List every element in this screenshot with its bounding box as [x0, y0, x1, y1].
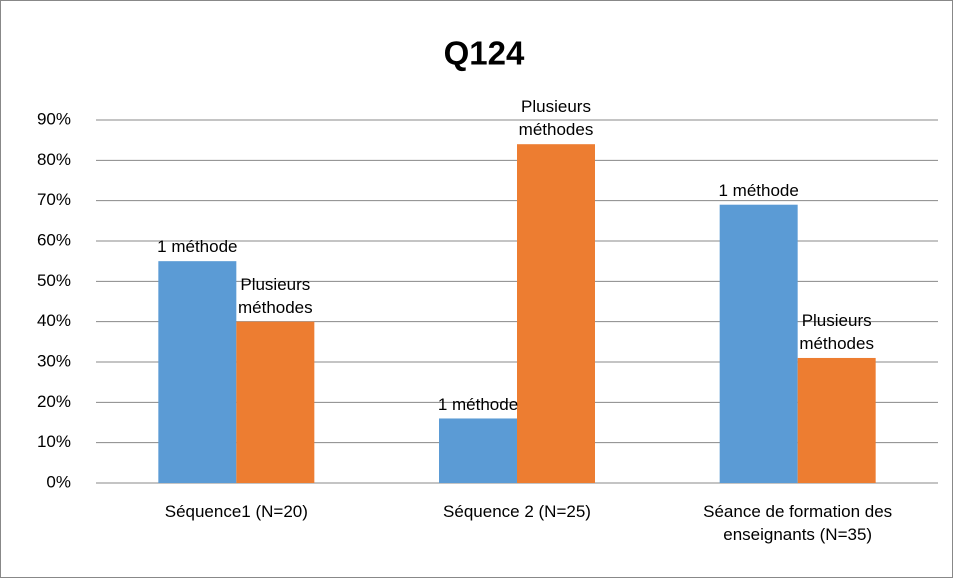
data-label: 1 méthode — [437, 394, 519, 414]
y-tick-label: 90% — [37, 109, 71, 128]
data-label: 1 méthode — [718, 180, 799, 200]
y-tick-label: 30% — [37, 351, 71, 370]
bar — [439, 418, 517, 483]
x-tick-label: Séquence1 (N=20) — [164, 502, 308, 521]
bar — [236, 321, 315, 483]
data-label: 1 méthode — [157, 237, 238, 257]
y-tick-label: 40% — [37, 311, 71, 330]
bar — [719, 204, 798, 483]
bar — [517, 144, 595, 483]
y-tick-label: 10% — [37, 432, 71, 451]
data-label: Plusieurs méthodes — [518, 97, 594, 140]
y-tick-label: 50% — [37, 271, 71, 290]
x-tick-label: Séance de formation des enseignants (N=3… — [703, 502, 893, 544]
y-tick-label: 80% — [37, 150, 71, 169]
data-label: Plusieurs méthodes — [799, 311, 874, 354]
y-tick-label: 70% — [37, 190, 71, 209]
bar — [158, 261, 237, 483]
x-tick-label: Séquence 2 (N=25) — [443, 502, 591, 521]
bar — [797, 357, 876, 483]
data-label: Plusieurs méthodes — [237, 274, 313, 317]
y-tick-label: 60% — [37, 230, 71, 249]
y-tick-label: 0% — [46, 472, 71, 491]
y-tick-label: 20% — [37, 392, 71, 411]
chart-title: Q124 — [444, 35, 525, 72]
